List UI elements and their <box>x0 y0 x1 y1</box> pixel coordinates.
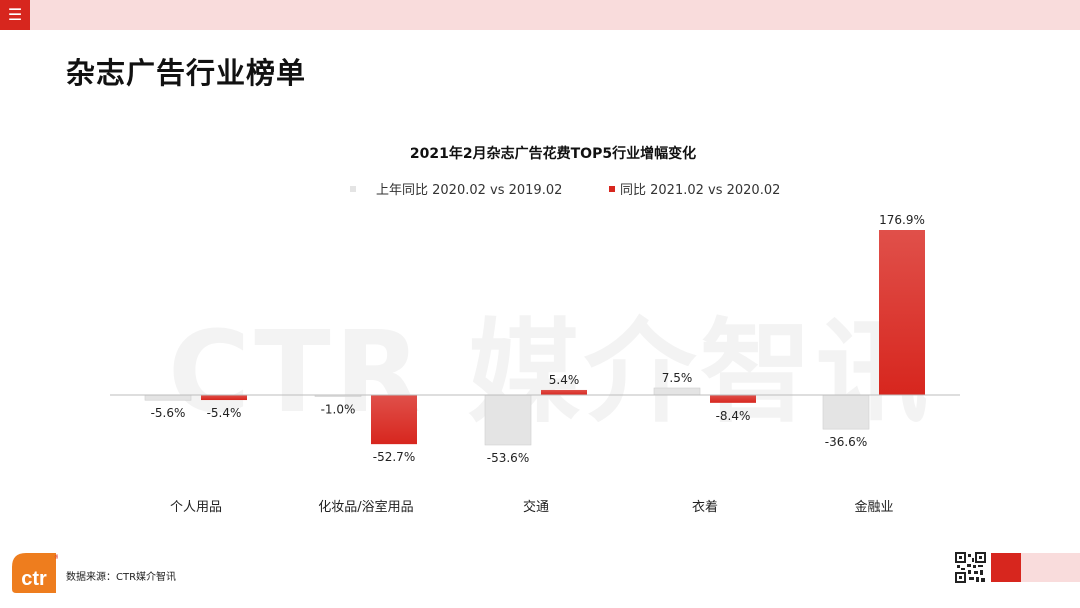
footer-red-block <box>991 553 1021 582</box>
logo-text: ctr <box>21 568 47 590</box>
category-label-1: 个人用品 <box>170 500 222 515</box>
bar-current-2 <box>371 395 417 445</box>
bar-prev-year-4 <box>653 387 701 396</box>
data-label-current-2: -52.7% <box>373 450 415 464</box>
legend-label-2: 同比 2021.02 vs 2020.02 <box>620 183 780 198</box>
bar-current-5 <box>879 230 925 395</box>
legend-label-1: 上年同比 2020.02 vs 2019.02 <box>376 183 562 198</box>
bar-prev-year-1 <box>144 394 192 401</box>
data-label-prev-year-5: -36.6% <box>825 435 867 449</box>
menu-button[interactable]: ☰ <box>0 0 30 30</box>
legend-swatch-1 <box>350 186 356 192</box>
category-label-5: 金融业 <box>854 499 893 515</box>
chart-legend: 上年同比 2020.02 vs 2019.02 同比 2021.02 vs 202… <box>350 183 780 198</box>
page-title: 杂志广告行业榜单 <box>66 56 307 90</box>
footer-pink-block <box>1021 553 1080 582</box>
data-label-current-4: -8.4% <box>716 409 751 423</box>
category-label-3: 交通 <box>523 499 549 515</box>
bar-prev-year-3 <box>484 394 532 446</box>
chart-bars <box>144 230 925 446</box>
chart-labels: -5.6% -1.0% -53.6% 7.5% -36.6% -5.4% -52.7% 5.4… <box>151 213 925 515</box>
bar-prev-year-5 <box>822 394 870 430</box>
bar-current-1 <box>201 395 247 401</box>
bar-current-4 <box>710 395 756 403</box>
data-source: 数据来源：CTR媒介智讯 <box>66 572 177 583</box>
data-label-prev-year-3: -53.6% <box>487 451 529 465</box>
qr-code-icon <box>955 552 986 583</box>
data-label-current-5: 176.9% <box>879 213 925 227</box>
category-label-4: 衣着 <box>692 499 718 515</box>
data-label-prev-year-2: -1.0% <box>321 403 356 417</box>
logo-registered-mark: ® <box>54 554 58 561</box>
data-label-prev-year-1: -5.6% <box>151 406 186 420</box>
data-label-current-1: -5.4% <box>207 406 242 420</box>
watermark: CTR 媒介智讯 <box>168 308 932 438</box>
bar-current-3 <box>541 389 587 395</box>
legend-swatch-2 <box>609 186 615 192</box>
data-label-prev-year-4: 7.5% <box>662 371 693 385</box>
chart-title: 2021年2月杂志广告花费TOP5行业增幅变化 <box>410 145 696 162</box>
top-bar <box>0 0 1080 30</box>
menu-icon: ☰ <box>7 5 23 24</box>
category-label-2: 化妆品/浴室用品 <box>318 499 413 515</box>
ctr-logo: ctr ® <box>12 553 58 593</box>
data-label-current-3: 5.4% <box>549 373 580 387</box>
